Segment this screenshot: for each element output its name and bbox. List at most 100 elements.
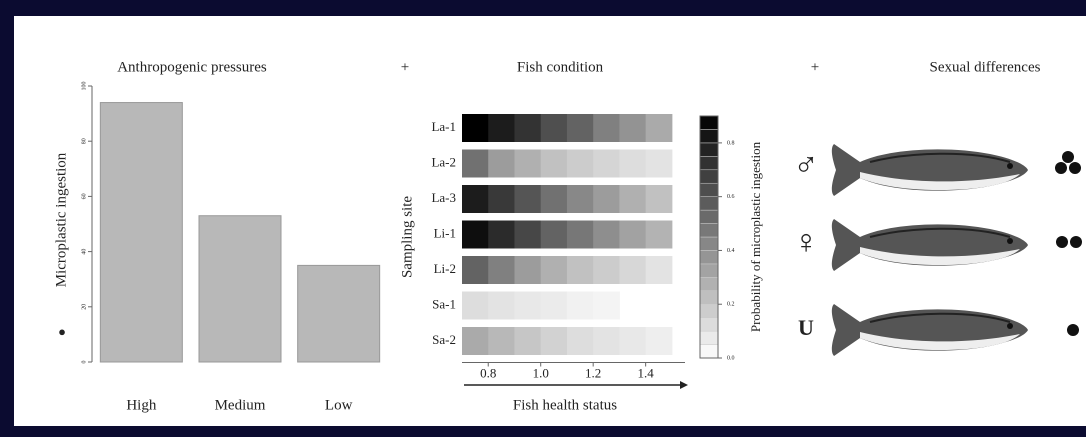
heat-cell — [593, 149, 620, 178]
chart-title: Fish condition — [517, 59, 604, 75]
x-tick-label: Medium — [215, 397, 266, 413]
y-tick-label: Li-2 — [434, 261, 456, 276]
y-axis-label: Microplastic ingestion — [53, 152, 69, 287]
y-axis-label: Sampling site — [399, 196, 415, 278]
colorbar-step — [699, 115, 719, 130]
plus-sign: + — [811, 59, 819, 75]
heat-cell — [462, 220, 489, 249]
heat-cell — [593, 185, 620, 213]
colorbar-step — [699, 290, 719, 305]
y-tick-label: 40 — [81, 249, 87, 255]
colorbar-step — [699, 129, 719, 144]
y-tick-label: La-1 — [431, 119, 456, 134]
heat-cell — [645, 256, 673, 284]
colorbar-step — [699, 330, 719, 345]
heat-cell — [593, 256, 620, 284]
chart-title: Anthropogenic pressures — [117, 59, 267, 75]
y-tick-label: 100 — [81, 82, 87, 91]
heat-cell — [619, 185, 647, 213]
bar-chart: Anthropogenic pressures Microplastic ing… — [53, 59, 381, 413]
colorbar-label: Probability of microplastic ingestion — [748, 141, 763, 332]
colorbar-step — [699, 277, 719, 292]
heat-cell — [488, 185, 515, 213]
colorbar-step — [699, 263, 719, 278]
colorbar-step — [699, 182, 719, 197]
heat-cell — [540, 256, 568, 284]
y-tick-label: La-3 — [431, 190, 456, 205]
colorbar-step — [699, 156, 719, 171]
heat-cell — [540, 327, 568, 355]
heat-cell — [619, 220, 647, 249]
dot-cluster — [1055, 151, 1082, 336]
colorbar-tick-label: 0.4 — [727, 248, 735, 254]
heat-cell — [514, 327, 542, 355]
heat-cell — [593, 291, 620, 320]
colorbar-step — [699, 209, 719, 224]
heat-cell — [540, 185, 568, 213]
heat-cell — [619, 149, 647, 178]
heat-cell — [619, 327, 647, 355]
heat-cell — [488, 114, 515, 142]
colorbar-step — [699, 303, 719, 318]
colorbar-step — [699, 142, 719, 157]
y-tick-label: Li-1 — [434, 225, 456, 240]
heat-cell — [593, 220, 620, 249]
heat-cell — [593, 327, 620, 355]
heat-cell — [540, 291, 568, 320]
colorbar-step — [699, 236, 719, 251]
colorbar-step — [699, 169, 719, 184]
y-tick-label: Sa-1 — [432, 296, 456, 311]
heat-cell — [488, 220, 515, 249]
heat-cell — [514, 256, 542, 284]
heat-cell — [514, 220, 542, 249]
heat-cell — [566, 149, 594, 178]
arrow-head — [680, 381, 688, 389]
colorbar-step — [699, 317, 719, 332]
heat-cell — [488, 327, 515, 355]
bar — [99, 102, 183, 363]
heat-cell — [566, 256, 594, 284]
y-tick-label: Sa-2 — [432, 332, 456, 347]
y-tick-label: 0 — [81, 361, 87, 364]
heat-cell — [462, 327, 489, 355]
heat-cell — [566, 291, 594, 320]
bar — [198, 215, 282, 363]
bar — [297, 264, 381, 363]
heat-cell — [645, 185, 673, 213]
heat-cell — [462, 256, 489, 284]
x-axis-label: Fish health status — [513, 397, 617, 413]
colorbar-tick-label: 0.2 — [727, 302, 735, 308]
heat-cell — [462, 291, 489, 320]
heat-cell — [645, 220, 673, 249]
sexual-differences-panel: Sexual differences ♂ ♀ U — [793, 59, 1082, 357]
colorbar-frame — [699, 115, 719, 359]
heat-cell — [540, 220, 568, 249]
heat-cell — [488, 256, 515, 284]
heat-cell — [462, 114, 489, 142]
colorbar-tick-label: 0.8 — [727, 140, 735, 146]
heat-cell — [462, 185, 489, 213]
heat-cell — [566, 327, 594, 355]
heat-cell — [488, 149, 515, 178]
x-tick-label: High — [126, 397, 157, 413]
x-tick-label: 0.8 — [480, 365, 496, 380]
colorbar-step — [699, 196, 719, 211]
heat-cell — [488, 291, 515, 320]
heatmap-chart: Fish condition Sampling site Fish health… — [399, 59, 763, 413]
sex-symbol: U — [798, 315, 814, 340]
heat-cell — [540, 114, 568, 142]
colorbar-step — [699, 250, 719, 265]
colorbar-tick-label: 0.6 — [727, 194, 735, 200]
x-tick-label: 1.2 — [585, 365, 601, 380]
heat-cell — [514, 149, 542, 178]
heat-cell — [514, 291, 542, 320]
heat-cell — [514, 114, 542, 142]
colorbar-step — [699, 344, 719, 359]
y-tick-label: 80 — [81, 138, 87, 144]
x-tick-label: 1.4 — [638, 365, 655, 380]
plus-sign: + — [401, 59, 409, 75]
heat-cell — [462, 149, 489, 178]
sex-symbol: ♂ — [793, 147, 819, 184]
colorbar-tick-label: 0.0 — [727, 355, 735, 361]
